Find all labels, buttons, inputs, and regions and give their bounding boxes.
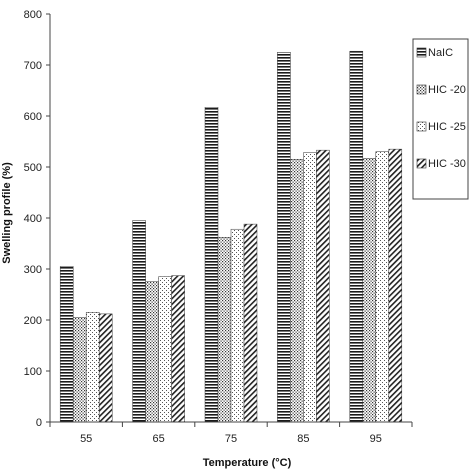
bar-hic30-85 <box>316 149 330 423</box>
legend-swatch <box>416 84 427 95</box>
bar-naic-75 <box>204 107 219 423</box>
x-tick-label: 75 <box>225 433 237 445</box>
legend-label: HIC -30 <box>428 158 466 170</box>
bar-hic25-95 <box>375 151 390 423</box>
y-axis-ticks: 0 100 200 300 400 500 600 700 800 <box>24 9 50 429</box>
legend-label: HIC -25 <box>428 121 466 133</box>
bar-hic20-95 <box>362 158 377 423</box>
y-tick-label: 400 <box>24 213 42 225</box>
bar-hic30-55 <box>98 313 113 423</box>
legend-swatch <box>416 121 427 132</box>
x-axis-ticks: 55 65 75 85 95 <box>49 422 413 445</box>
y-axis-title: Swelling profile (%) <box>1 162 13 264</box>
bar-hic20-85 <box>290 159 304 423</box>
x-axis-title: Temperature (°C) <box>203 457 292 469</box>
y-tick-label: 0 <box>36 417 42 429</box>
legend-swatch <box>416 158 427 169</box>
y-tick-label: 300 <box>24 264 42 276</box>
bar-hic30-65 <box>171 275 185 423</box>
y-tick-label: 600 <box>24 111 42 123</box>
bar-hic25-75 <box>230 228 245 423</box>
legend-label: NaIC <box>428 47 453 59</box>
x-tick-label: 65 <box>152 433 164 445</box>
bar-hic25-65 <box>158 276 172 423</box>
legend-swatch <box>416 47 427 58</box>
bar-hic20-65 <box>145 281 159 423</box>
y-tick-label: 500 <box>24 162 42 174</box>
x-tick-label: 85 <box>297 433 309 445</box>
bar-hic30-75 <box>243 223 258 423</box>
y-tick-label: 800 <box>24 9 42 21</box>
x-tick-label: 55 <box>80 433 92 445</box>
bar-hic30-95 <box>388 148 403 423</box>
x-tick-label: 95 <box>370 433 382 445</box>
legend-label: HIC -20 <box>428 84 466 96</box>
bar-hic20-75 <box>217 237 232 423</box>
legend: NaIC HIC -20 HIC -25 HIC -30 <box>412 38 469 200</box>
bar-naic-55 <box>59 266 74 423</box>
y-tick-label: 200 <box>24 315 42 327</box>
bars <box>59 50 403 423</box>
bar-naic-85 <box>277 52 291 423</box>
y-tick-label: 100 <box>24 366 42 378</box>
bar-hic25-55 <box>85 312 100 423</box>
y-tick-label: 700 <box>24 60 42 72</box>
bar-hic25-85 <box>303 152 317 423</box>
bar-hic20-55 <box>72 317 87 423</box>
legend-frame <box>412 38 469 200</box>
bar-naic-95 <box>349 50 364 423</box>
bar-naic-65 <box>132 220 146 423</box>
